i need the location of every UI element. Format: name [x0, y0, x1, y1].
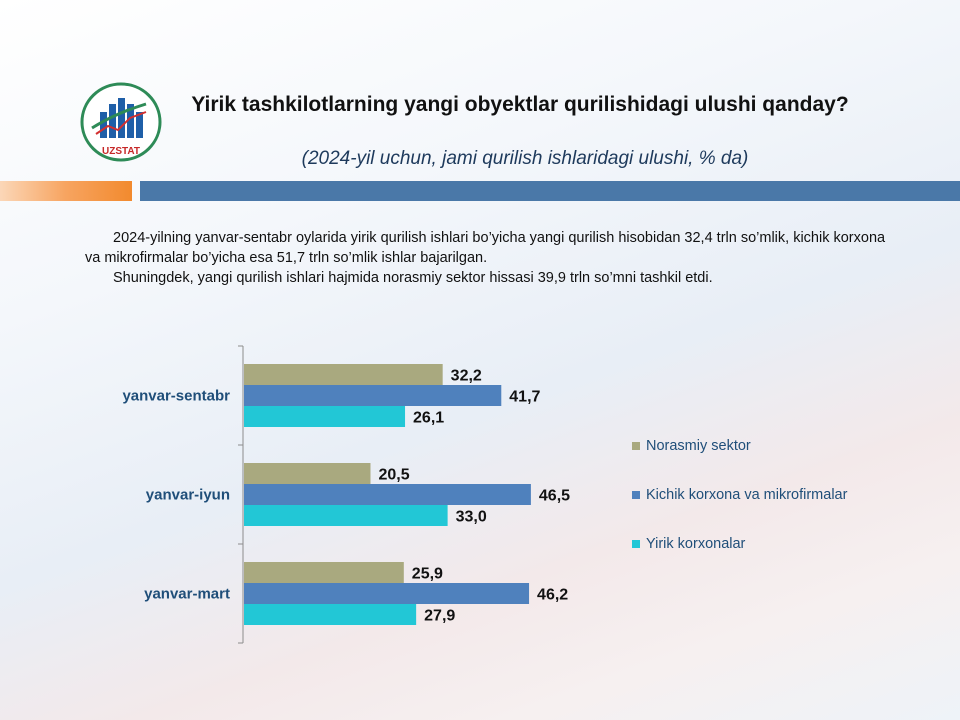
data-label: 26,1 — [413, 410, 444, 427]
legend-label-2: Yirik korxonalar — [646, 536, 746, 552]
page-title: Yirik tashkilotlarning yangi obyektlar q… — [191, 93, 849, 116]
legend-item: Norasmiy sektor — [632, 436, 847, 456]
chart-legend: Norasmiy sektor Kichik korxona va mikrof… — [632, 436, 847, 583]
uzstat-logo-icon: UZSTAT — [80, 82, 162, 162]
data-label: 46,2 — [537, 587, 568, 604]
data-label: 46,5 — [539, 488, 570, 505]
legend-swatch-0 — [632, 442, 640, 450]
page-subtitle: (2024-yil uchun, jami qurilish ishlarida… — [301, 148, 749, 169]
legend-label-0: Norasmiy sektor — [646, 438, 751, 454]
bar — [244, 583, 530, 604]
decorative-orange-bar — [0, 181, 132, 201]
legend-swatch-2 — [632, 540, 640, 548]
intro-paragraph-1: 2024-yilning yanvar-sentabr oylarida yir… — [85, 230, 886, 266]
bar — [244, 364, 443, 385]
data-label: 33,0 — [456, 509, 487, 526]
bar — [244, 604, 417, 625]
legend-item: Kichik korxona va mikrofirmalar — [632, 485, 847, 505]
legend-item: Yirik korxonalar — [632, 534, 847, 554]
bar — [244, 406, 406, 427]
legend-swatch-1 — [632, 491, 640, 499]
intro-paragraph-2: Shuningdek, yangi qurilish ishlari hajmi… — [113, 270, 713, 286]
bar — [244, 463, 371, 484]
category-label: yanvar-iyun — [146, 487, 230, 504]
data-label: 20,5 — [378, 467, 409, 484]
intro-text: 2024-yilning yanvar-sentabr oylarida yir… — [85, 228, 895, 288]
legend-label-1: Kichik korxona va mikrofirmalar — [646, 487, 848, 503]
bar — [244, 505, 448, 526]
data-label: 32,2 — [451, 368, 482, 385]
bar — [244, 484, 531, 505]
category-label: yanvar-mart — [144, 586, 230, 603]
data-label: 25,9 — [412, 566, 443, 583]
data-label: 27,9 — [424, 608, 455, 625]
decorative-blue-bar — [140, 181, 960, 201]
data-label: 41,7 — [509, 389, 540, 406]
logo-text: UZSTAT — [102, 146, 140, 157]
category-label: yanvar-sentabr — [122, 388, 230, 405]
bar — [244, 562, 404, 583]
bar — [244, 385, 502, 406]
